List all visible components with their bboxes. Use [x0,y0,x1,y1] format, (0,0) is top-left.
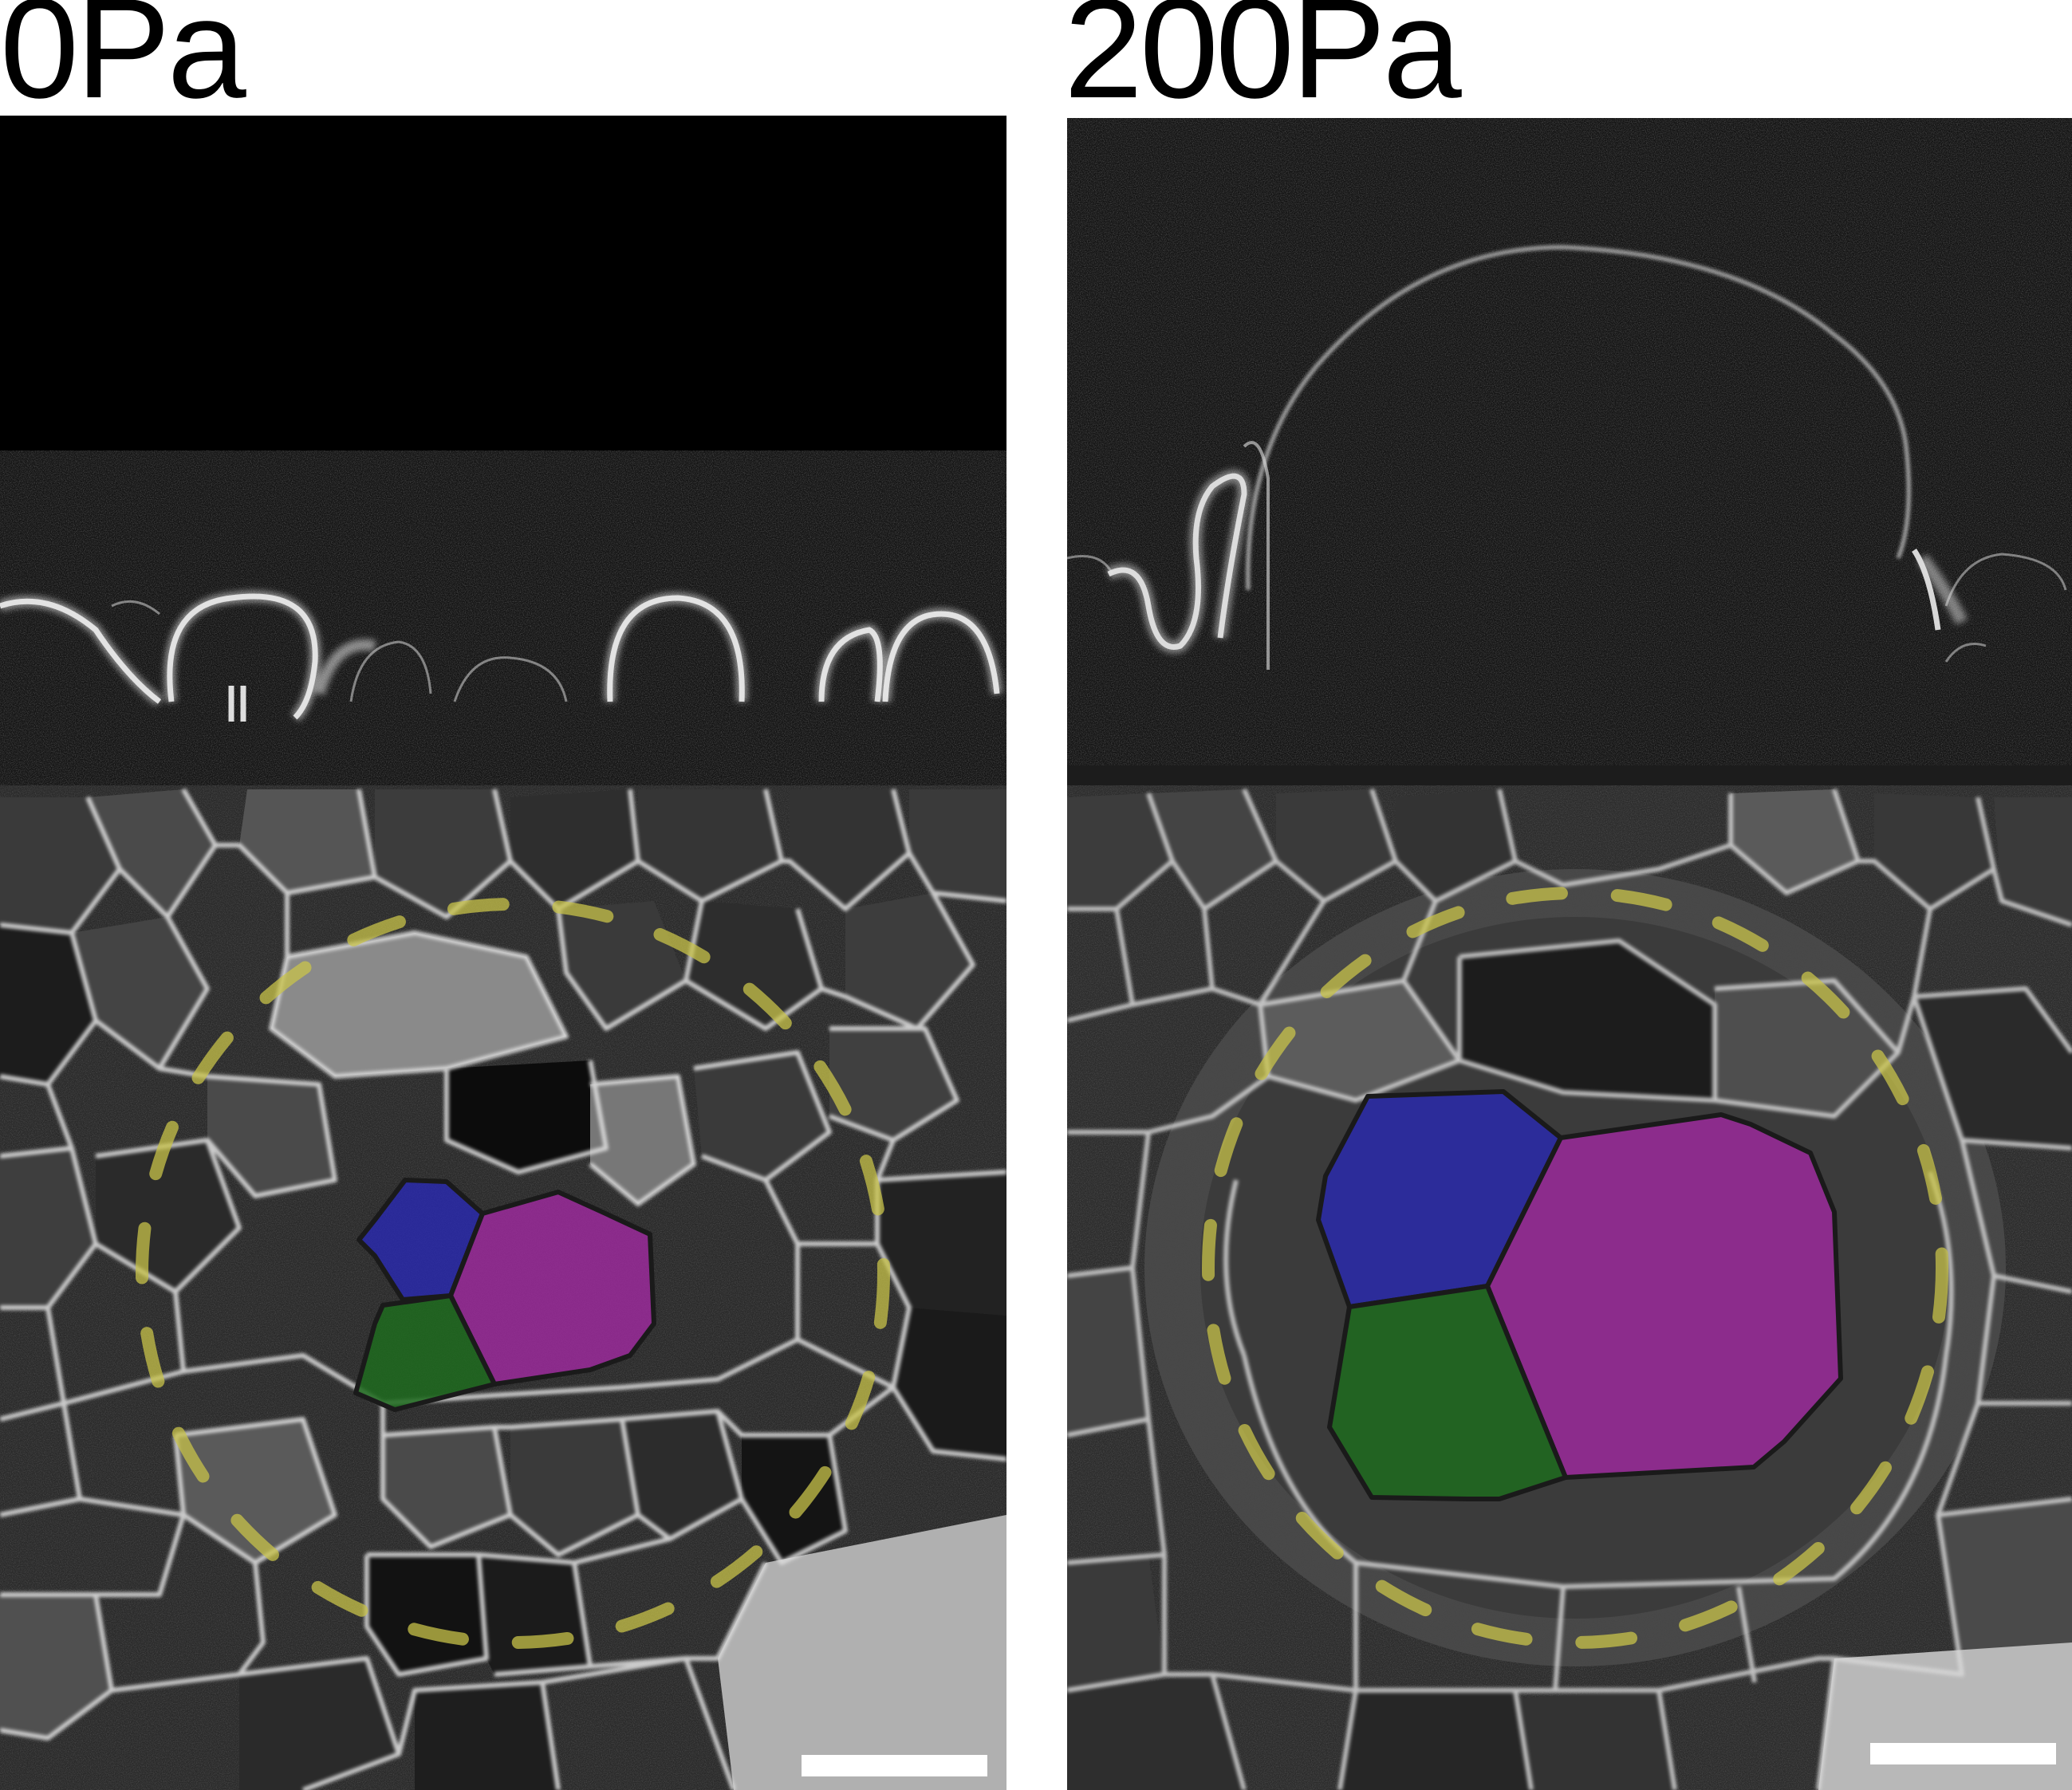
cell-green-200pa [1327,1284,1568,1501]
panel-gutter [1006,112,1067,1790]
side-view-cells-0pa [0,590,1003,722]
panel-title-200pa: 200Pa [1064,0,1462,128]
side-view-dome-200pa [1067,245,2067,670]
top-view-200pa [1067,785,2072,1790]
scale-bar [802,1755,987,1776]
scale-bar [1870,1743,2056,1764]
dashed-ring-200pa [1202,887,1948,1649]
side-view-0pa [0,116,1006,785]
top-view-0pa [0,785,1006,1790]
highlighted-cells-200pa [1316,1089,1843,1501]
cell-green-0pa [353,1293,497,1412]
highlighted-cells-0pa [353,1178,656,1412]
dashed-ring-0pa [136,898,890,1649]
cell-membranes-0pa [0,788,1006,1790]
panel-0pa [0,116,1006,1790]
empty-black-region [0,116,1006,450]
panel-title-0pa: 0Pa [0,0,246,128]
cell-blue-0pa [356,1178,485,1302]
side-view-200pa [1067,118,2072,785]
panel-200pa [1067,118,2072,1790]
cell-membranes-200pa [1067,788,2072,1790]
